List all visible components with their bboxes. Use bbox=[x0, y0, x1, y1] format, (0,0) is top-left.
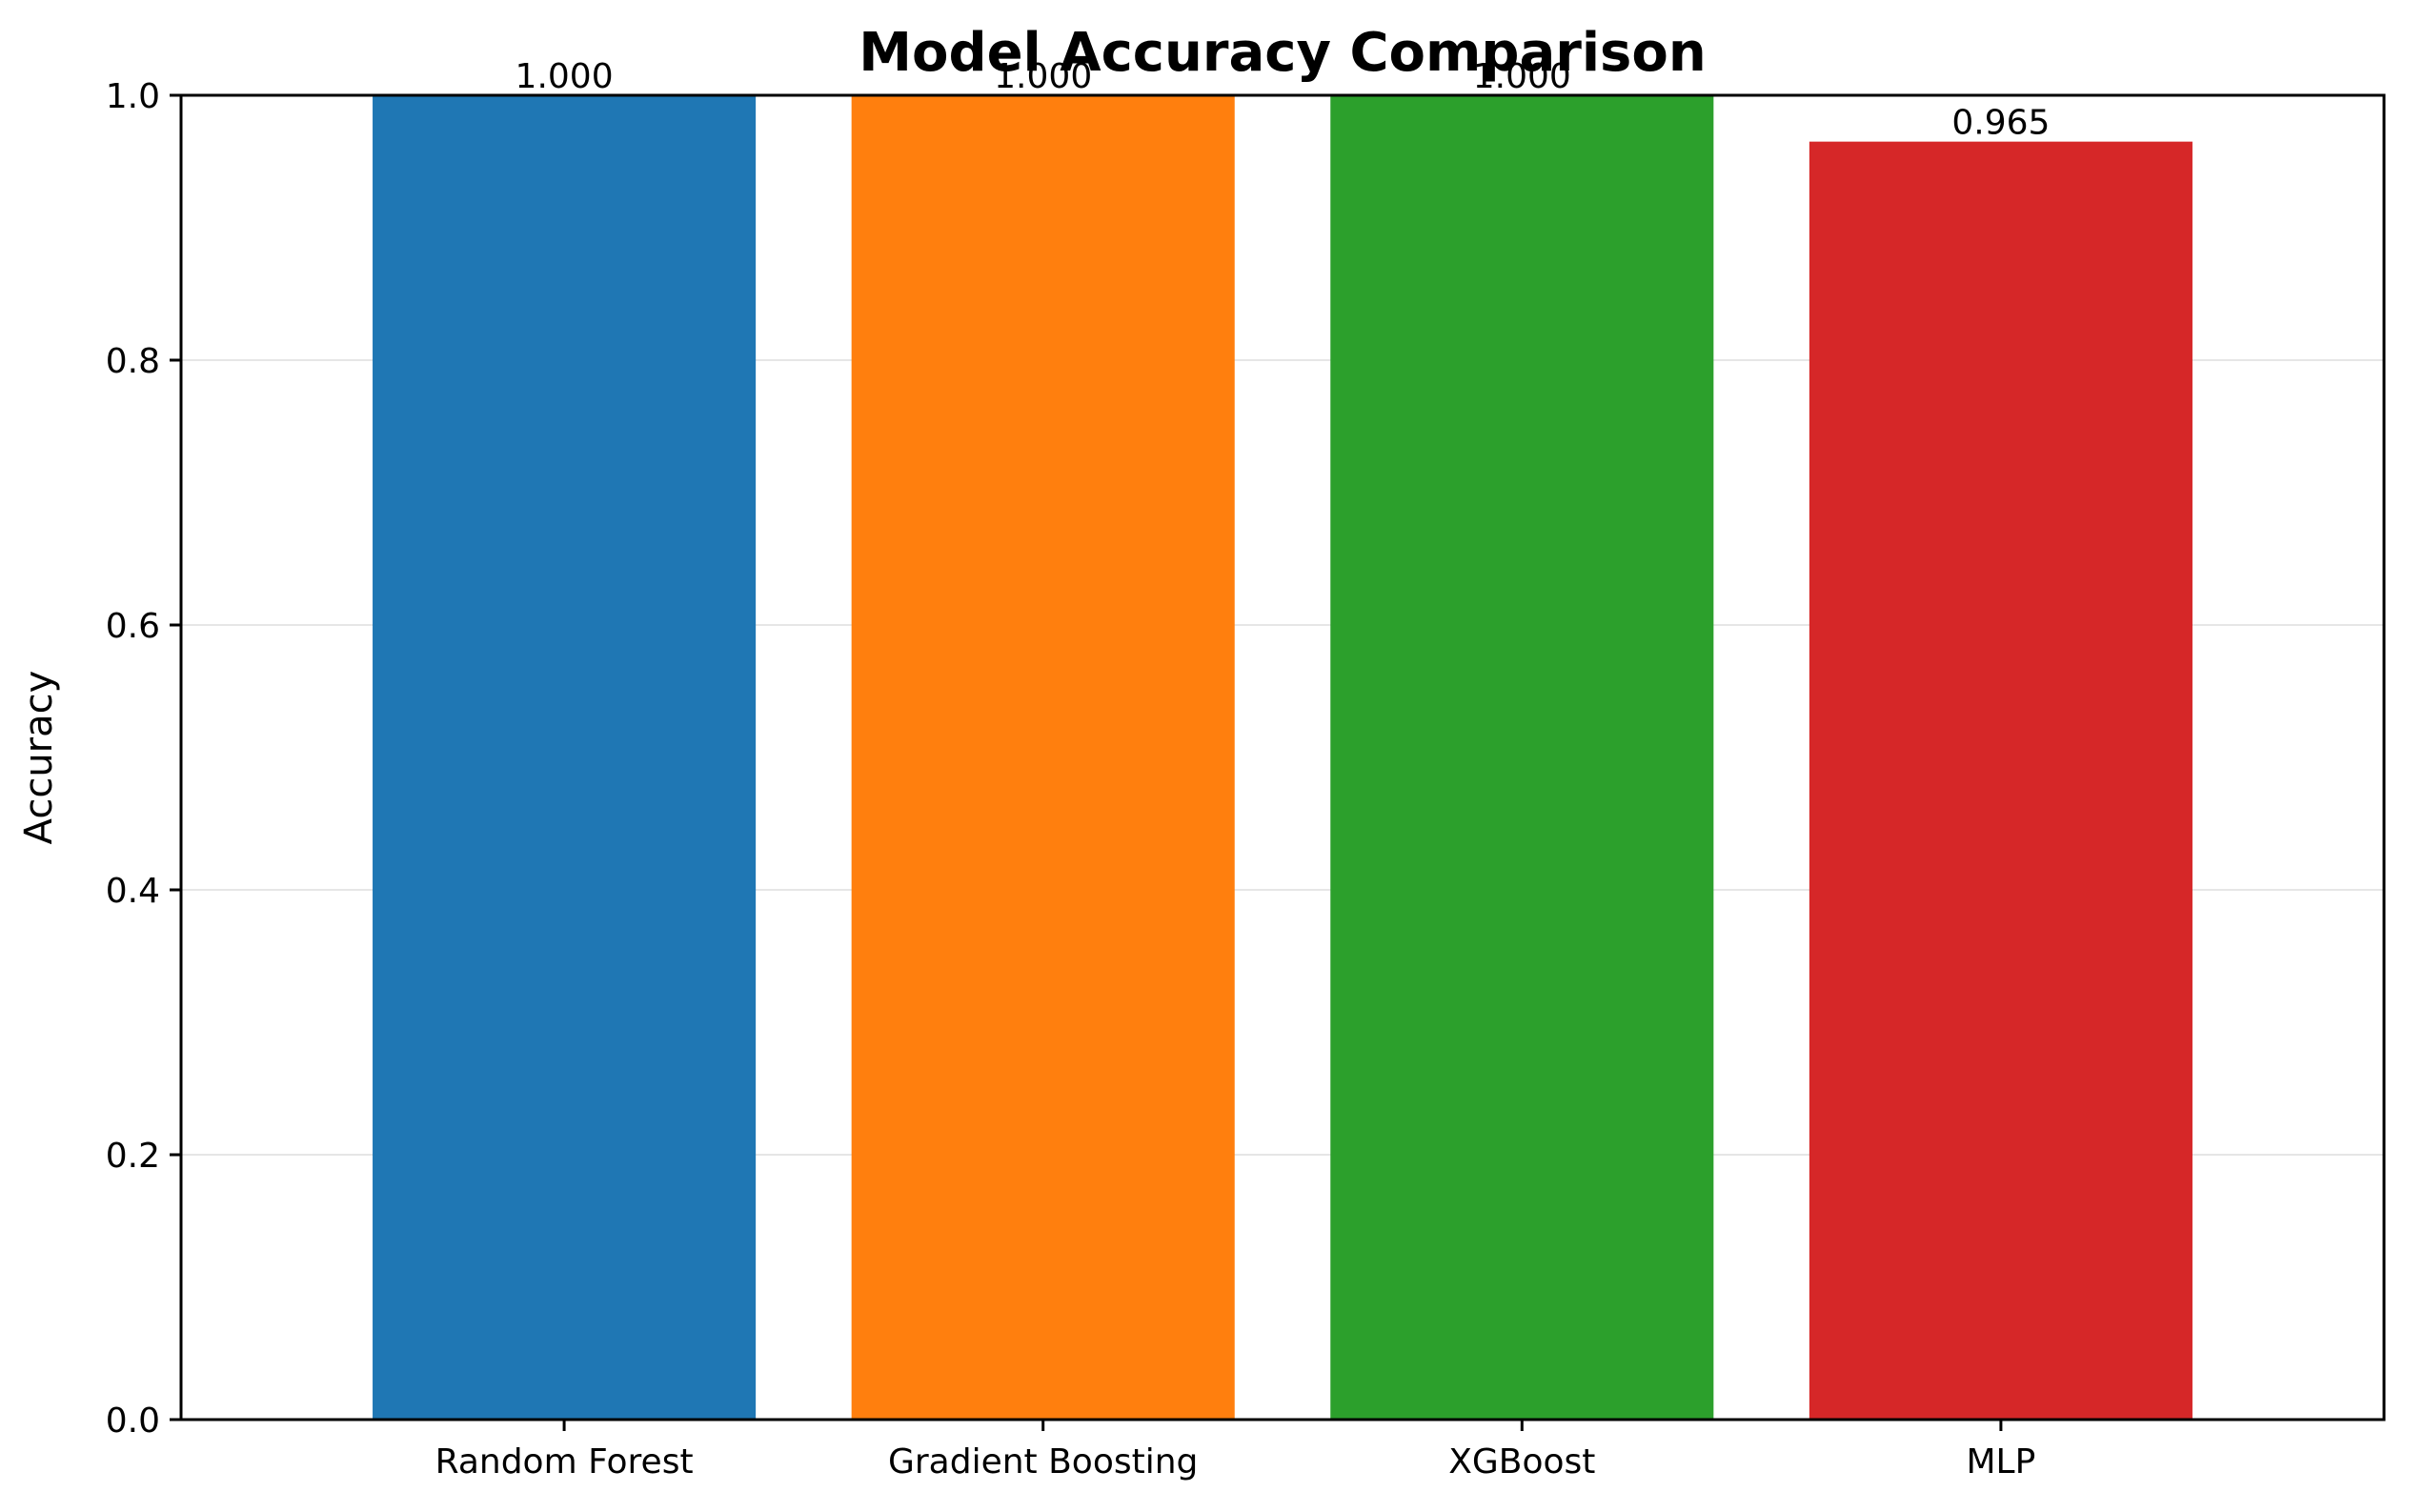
y-axis-label: Accuracy bbox=[17, 671, 61, 845]
bar-value-label: 1.000 bbox=[1473, 57, 1571, 96]
bar-value-label: 1.000 bbox=[515, 57, 614, 96]
x-tick-label: Gradient Boosting bbox=[888, 1442, 1198, 1482]
bar-gradient-boosting bbox=[851, 95, 1235, 1420]
bar-value-label: 1.000 bbox=[994, 57, 1092, 96]
bar-mlp bbox=[1809, 141, 2193, 1420]
y-tick-label: 1.0 bbox=[106, 77, 160, 116]
plot-frame bbox=[179, 93, 2386, 1421]
bar-value-label: 0.965 bbox=[1951, 104, 2050, 143]
bars bbox=[373, 95, 2193, 1420]
axis-ticks: 0.0 0.2 0.4 0.6 0.8 1.0 Random Forest Gradient … bbox=[106, 77, 2036, 1482]
y-tick-label: 0.2 bbox=[106, 1137, 160, 1176]
bar-xgboost bbox=[1330, 95, 1714, 1420]
x-tick-label: MLP bbox=[1966, 1442, 2035, 1482]
bar-random-forest bbox=[373, 95, 757, 1420]
chart-title: Model Accuracy Comparison bbox=[859, 22, 1706, 84]
data-labels: 1.000 1.000 1.000 0.965 bbox=[515, 57, 2051, 143]
y-tick-label: 0.0 bbox=[106, 1401, 160, 1441]
x-tick-label: Random Forest bbox=[435, 1442, 694, 1482]
y-tick-label: 0.6 bbox=[106, 607, 160, 646]
x-tick-label: XGBoost bbox=[1448, 1442, 1595, 1482]
y-tick-label: 0.4 bbox=[106, 872, 160, 911]
y-tick-label: 0.8 bbox=[106, 342, 160, 381]
